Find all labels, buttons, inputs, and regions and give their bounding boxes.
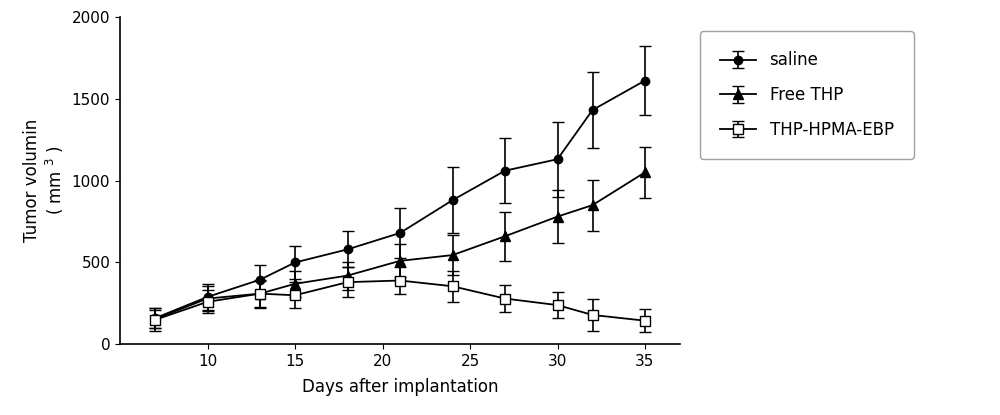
Legend: saline, Free THP, THP-HPMA-EBP: saline, Free THP, THP-HPMA-EBP [700,32,914,159]
X-axis label: Days after implantation: Days after implantation [302,378,498,395]
Y-axis label: Tumor volumin
( mm $^3$ ): Tumor volumin ( mm $^3$ ) [23,119,66,242]
